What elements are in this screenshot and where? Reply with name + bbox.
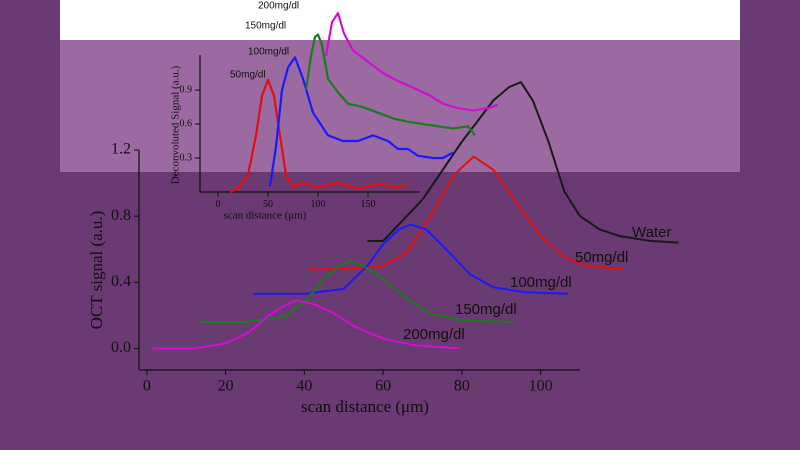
- x-tick-label: 100: [529, 378, 553, 395]
- series-label: 200mg/dl: [403, 326, 465, 343]
- y-tick-label: 1.2: [111, 141, 131, 158]
- series-line: [367, 81, 679, 244]
- series-label: 200mg/dl: [258, 1, 299, 12]
- series-label: 50mg/dl: [230, 70, 266, 81]
- right-strip: [740, 0, 800, 450]
- series-label: 100mg/dl: [248, 47, 289, 58]
- y-tick-label: 0.6: [180, 118, 193, 129]
- x-tick-label: 100: [311, 199, 326, 210]
- y-tick-label: 0.0: [111, 339, 131, 356]
- x-tick-label: 60: [375, 378, 391, 395]
- y-axis-label: OCT signal (a.u.): [87, 211, 106, 330]
- y-tick-label: 0.4: [111, 273, 131, 290]
- x-tick-label: 80: [454, 378, 470, 395]
- x-tick-label: 50: [263, 199, 273, 210]
- plot: 0 50 100 150 0.3 0.6 0.9 scan distance (μm) Deco…: [170, 1, 499, 222]
- y-tick-label: 0.9: [180, 84, 193, 95]
- x-tick-label: 40: [296, 378, 312, 395]
- series-line: [229, 78, 409, 194]
- series-label: Water: [632, 224, 671, 241]
- x-axis-label: scan distance (μm): [301, 397, 429, 416]
- y-tick-label: 0.8: [111, 207, 131, 224]
- plots: 0 20 40 60 80 100 0.0 0.4 0.8 1.2 scan distance (μ…: [87, 1, 679, 416]
- x-tick-label: 150: [361, 199, 376, 210]
- top-band: [60, 0, 740, 40]
- series-line: [253, 223, 569, 295]
- series-line: [268, 56, 454, 187]
- x-tick-label: 20: [218, 378, 234, 395]
- x-tick-label: 0: [216, 199, 221, 210]
- series-line: [324, 12, 499, 112]
- series-line: [200, 259, 514, 323]
- series-line: [152, 299, 460, 350]
- series-label: 100mg/dl: [510, 274, 572, 291]
- y-tick-label: 0.3: [180, 152, 193, 163]
- series-line: [308, 155, 624, 271]
- light-band: [60, 40, 740, 172]
- series-label: 150mg/dl: [245, 21, 286, 32]
- x-axis-label: scan distance (μm): [224, 210, 307, 222]
- plot: 0 20 40 60 80 100 0.0 0.4 0.8 1.2 scan distance (μ…: [87, 81, 679, 416]
- x-tick-label: 0: [143, 378, 151, 395]
- series-label: 150mg/dl: [455, 301, 517, 318]
- series-line: [304, 33, 476, 137]
- y-axis-label: Deconvoluted Signal (a.u.): [170, 65, 182, 184]
- series-label: 50mg/dl: [575, 249, 628, 266]
